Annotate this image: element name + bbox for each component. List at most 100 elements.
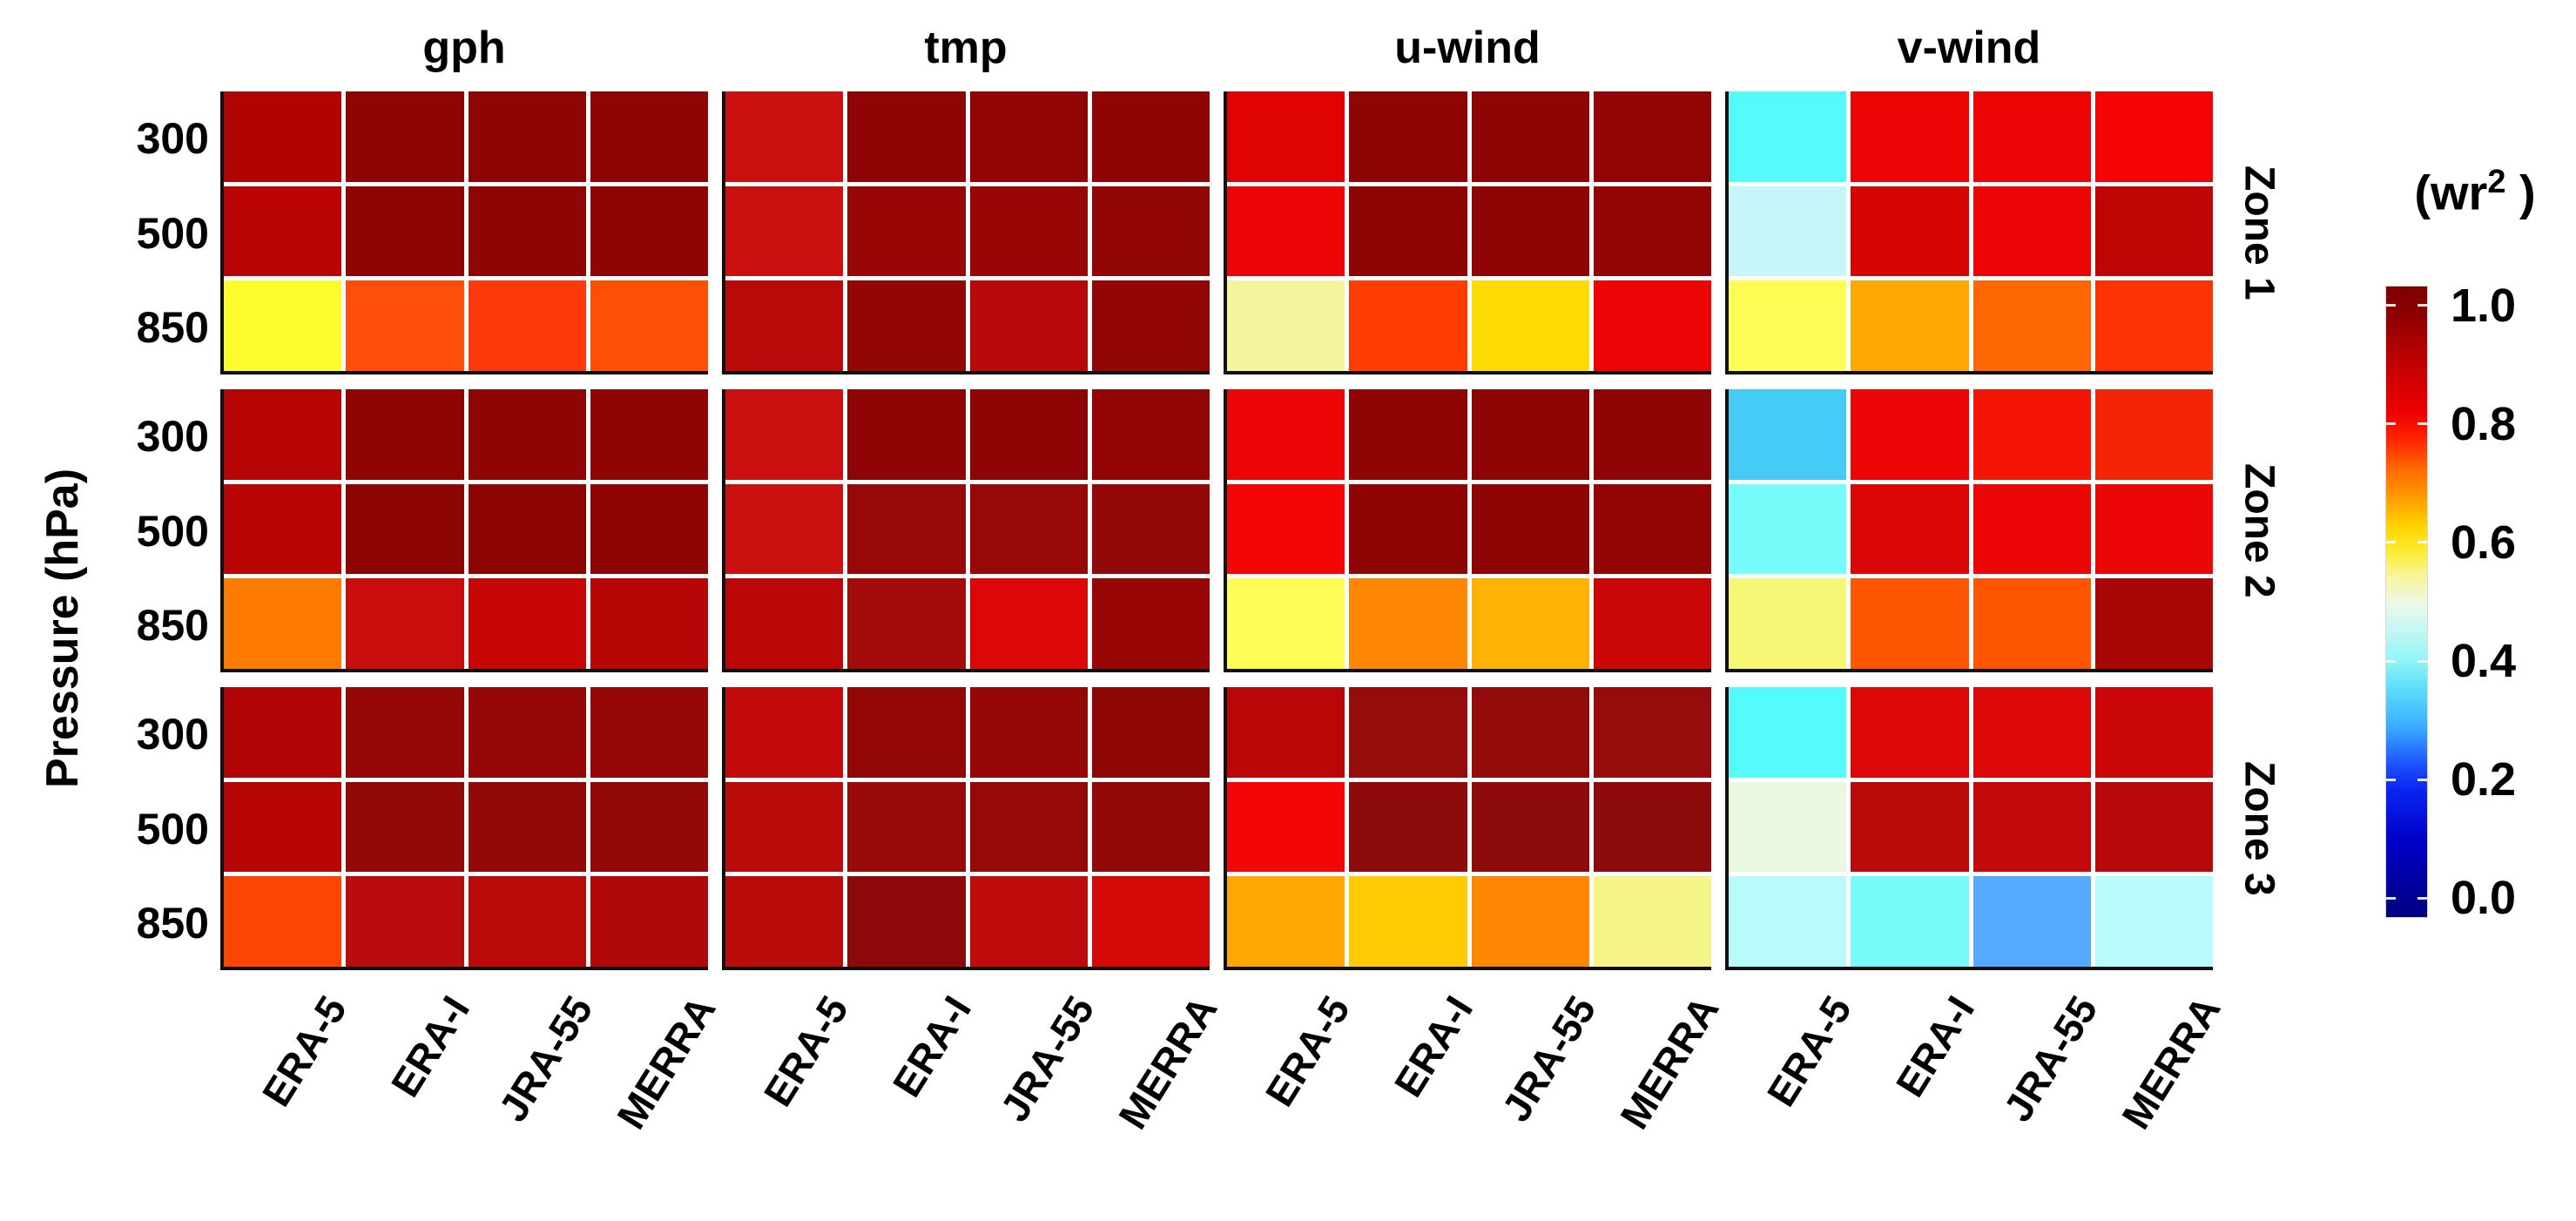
heatmap-cell xyxy=(346,91,464,182)
heatmap-cell xyxy=(1091,687,1210,778)
heatmap-panel-u-wind-zone1 xyxy=(1224,91,1711,374)
colorbar-tick-mark xyxy=(2386,422,2396,426)
heatmap-cell xyxy=(468,389,586,480)
heatmap-cell xyxy=(468,687,586,778)
xlabel-gph-MERRA: MERRA xyxy=(607,988,725,1137)
colorbar-tick-mark xyxy=(2418,304,2427,307)
heatmap-cell xyxy=(1091,389,1210,480)
heatmap-cell xyxy=(1349,578,1467,669)
colorbar-tick-mark xyxy=(2418,896,2427,900)
heatmap-cell xyxy=(590,389,708,480)
heatmap-cell xyxy=(1349,91,1467,182)
heatmap-cell xyxy=(1593,687,1711,778)
colorbar-tick-mark xyxy=(2418,541,2427,544)
heatmap-cell xyxy=(725,280,844,371)
heatmap-cell xyxy=(1227,483,1345,575)
heatmap-cell xyxy=(590,687,708,778)
heatmap-cell xyxy=(2094,578,2213,669)
heatmap-cell xyxy=(1349,186,1467,277)
colorbar-title-exponent: 2 xyxy=(2487,164,2506,200)
colorbar-tick-label-1.0: 1.0 xyxy=(2451,279,2517,332)
heatmap-cell xyxy=(1349,389,1467,480)
heatmap-panel-v-wind-zone2 xyxy=(1725,389,2213,672)
heatmap-cell xyxy=(1349,483,1467,575)
heatmap-cell xyxy=(725,389,844,480)
heatmap-cell xyxy=(969,280,1088,371)
heatmap-cell xyxy=(1091,781,1210,873)
heatmap-cell xyxy=(969,687,1088,778)
heatmap-cell xyxy=(1227,280,1345,371)
heatmap-cell xyxy=(1091,91,1210,182)
heatmap-cell xyxy=(1593,483,1711,575)
heatmap-cell xyxy=(1471,186,1589,277)
heatmap-cell xyxy=(1471,91,1589,182)
heatmap-cell xyxy=(847,389,966,480)
heatmap-panel-tmp-zone1 xyxy=(722,91,1210,374)
heatmap-cell xyxy=(847,687,966,778)
heatmap-cell xyxy=(1593,876,1711,967)
heatmap-cell xyxy=(1851,876,1969,967)
heatmap-cell xyxy=(590,876,708,967)
colorbar-title: (wr2 ) xyxy=(2344,164,2576,221)
heatmap-cell xyxy=(2094,186,2213,277)
heatmap-panel-u-wind-zone3 xyxy=(1224,687,1711,970)
heatmap-cell xyxy=(1851,389,1969,480)
heatmap-cell xyxy=(1227,578,1345,669)
heatmap-cell xyxy=(590,186,708,277)
heatmap-panel-tmp-zone2 xyxy=(722,389,1210,672)
heatmap-cell xyxy=(224,389,342,480)
heatmap-cell xyxy=(346,876,464,967)
colorbar-tick-mark xyxy=(2386,541,2396,544)
heatmap-cell xyxy=(847,578,966,669)
heatmap-cell xyxy=(346,781,464,873)
heatmap-cell xyxy=(468,578,586,669)
heatmap-cell xyxy=(1227,186,1345,277)
heatmap-panel-gph-zone1 xyxy=(220,91,708,374)
heatmap-panel-gph-zone2 xyxy=(220,389,708,672)
heatmap-cell xyxy=(346,280,464,371)
heatmap-cell xyxy=(1349,687,1467,778)
heatmap-cell xyxy=(1471,389,1589,480)
heatmap-cell xyxy=(1349,876,1467,967)
heatmap-cell xyxy=(224,483,342,575)
heatmap-cell xyxy=(847,280,966,371)
xlabel-u-wind-ERA-I: ERA-I xyxy=(1385,988,1482,1105)
xlabel-gph-JRA-55: JRA-55 xyxy=(489,988,602,1130)
heatmap-cell xyxy=(1729,687,1847,778)
xlabel-u-wind-JRA-55: JRA-55 xyxy=(1493,988,1605,1130)
heatmap-cell xyxy=(1593,578,1711,669)
heatmap-cell xyxy=(1091,186,1210,277)
heatmap-cell xyxy=(725,876,844,967)
heatmap-cell xyxy=(1593,186,1711,277)
heatmap-cell xyxy=(468,186,586,277)
heatmap-cell xyxy=(1091,280,1210,371)
pressure-tick-300-zone2: 300 xyxy=(136,412,209,462)
heatmap-cell xyxy=(1972,781,2091,873)
pressure-tick-500-zone2: 500 xyxy=(136,506,209,556)
heatmap-cell xyxy=(847,876,966,967)
xlabel-v-wind-ERA-5: ERA-5 xyxy=(1758,988,1861,1115)
heatmap-cell xyxy=(1593,91,1711,182)
heatmap-cell xyxy=(468,483,586,575)
heatmap-cell xyxy=(224,687,342,778)
heatmap-cell xyxy=(2094,483,2213,575)
heatmap-cell xyxy=(1851,186,1969,277)
heatmap-cell xyxy=(1227,781,1345,873)
pressure-tick-300-zone1: 300 xyxy=(136,114,209,164)
heatmap-panel-u-wind-zone2 xyxy=(1224,389,1711,672)
heatmap-cell xyxy=(847,186,966,277)
heatmap-cell xyxy=(1972,578,2091,669)
heatmap-cell xyxy=(1227,876,1345,967)
zone-label-2: Zone 2 xyxy=(2235,463,2283,598)
xlabel-tmp-JRA-55: JRA-55 xyxy=(991,988,1103,1130)
zone-label-1: Zone 1 xyxy=(2235,165,2283,300)
heatmap-cell xyxy=(1851,483,1969,575)
heatmap-cell xyxy=(725,578,844,669)
heatmap-cell xyxy=(590,91,708,182)
heatmap-cell xyxy=(468,781,586,873)
pressure-tick-850-zone1: 850 xyxy=(136,302,209,352)
heatmap-cell xyxy=(1729,578,1847,669)
heatmap-panel-v-wind-zone1 xyxy=(1725,91,2213,374)
panel-title-v-wind: v-wind xyxy=(1897,23,2041,73)
heatmap-panel-tmp-zone3 xyxy=(722,687,1210,970)
